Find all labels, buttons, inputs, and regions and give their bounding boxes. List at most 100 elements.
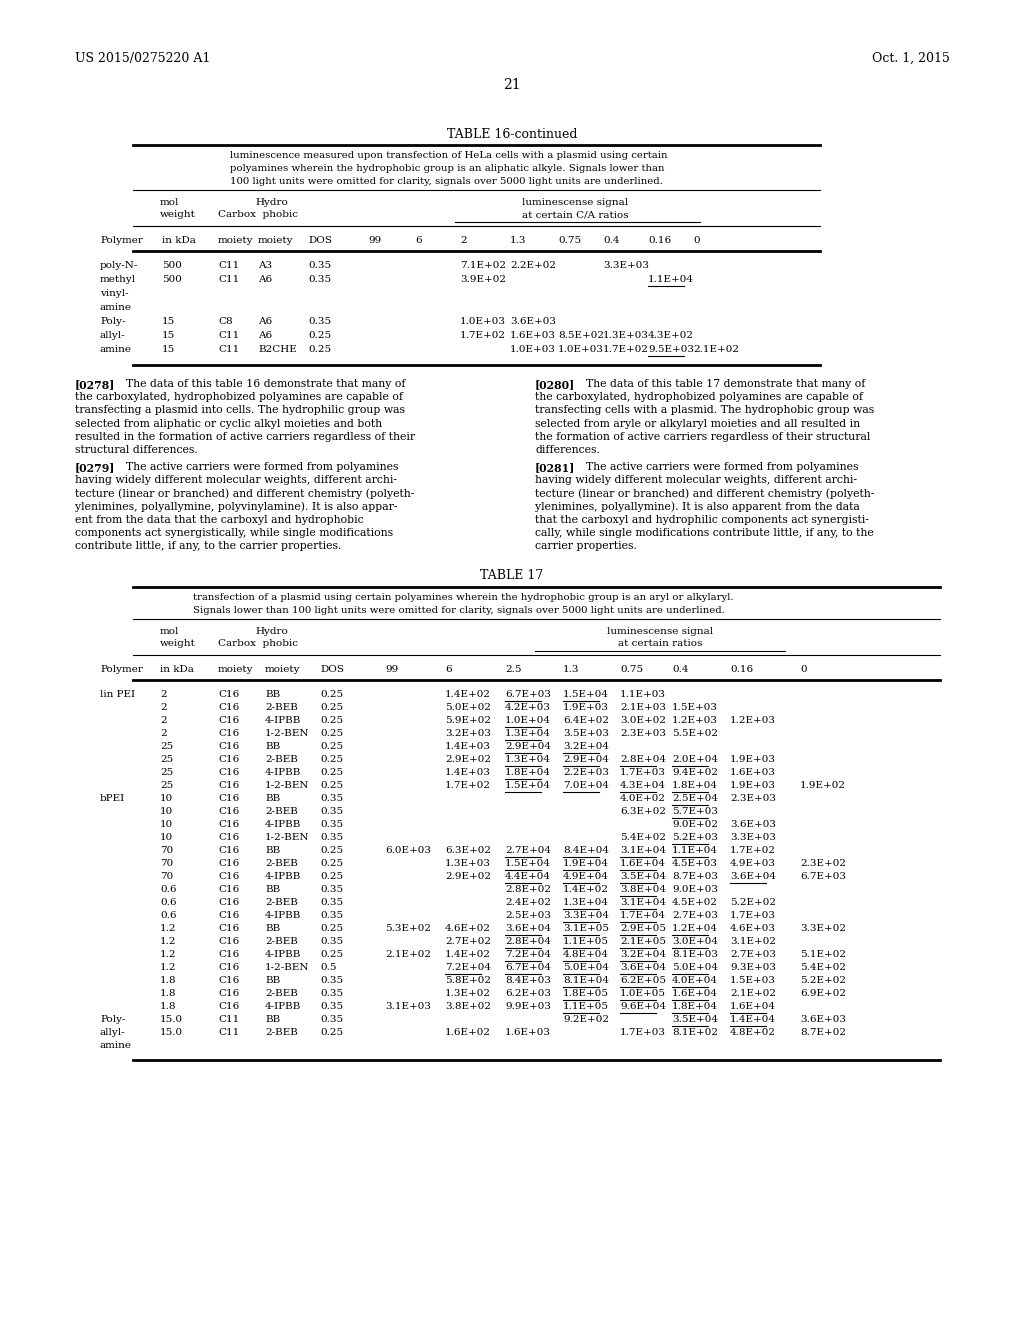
Text: 15: 15 [162, 317, 175, 326]
Text: 1.2: 1.2 [160, 937, 176, 945]
Text: 8.1E+03: 8.1E+03 [672, 949, 718, 958]
Text: having widely different molecular weights, different archi-: having widely different molecular weight… [75, 475, 397, 486]
Text: 0.16: 0.16 [648, 236, 671, 246]
Text: 1.1E+03: 1.1E+03 [620, 689, 666, 698]
Text: components act synergistically, while single modifications: components act synergistically, while si… [75, 528, 393, 539]
Text: selected from aliphatic or cyclic alkyl moieties and both: selected from aliphatic or cyclic alkyl … [75, 418, 382, 429]
Text: BB: BB [265, 793, 281, 803]
Text: selected from aryle or alkylaryl moieties and all resulted in: selected from aryle or alkylaryl moietie… [535, 418, 860, 429]
Text: 2.0E+04: 2.0E+04 [672, 755, 718, 763]
Text: amine: amine [100, 1040, 132, 1049]
Text: DOS: DOS [308, 236, 332, 246]
Text: C11: C11 [218, 1027, 240, 1036]
Text: the carboxylated, hydrophobized polyamines are capable of: the carboxylated, hydrophobized polyamin… [75, 392, 403, 403]
Text: 100 light units were omitted for clarity, signals over 5000 light units are unde: 100 light units were omitted for clarity… [230, 177, 663, 186]
Text: 1.2: 1.2 [160, 962, 176, 972]
Text: 21: 21 [503, 78, 521, 92]
Text: 2.1E+02: 2.1E+02 [730, 989, 776, 998]
Text: 2-BEB: 2-BEB [265, 1027, 298, 1036]
Text: 2.4E+02: 2.4E+02 [505, 898, 551, 907]
Text: in kDa: in kDa [160, 664, 194, 673]
Text: BB: BB [265, 742, 281, 751]
Text: 5.8E+02: 5.8E+02 [445, 975, 490, 985]
Text: 9.5E+03: 9.5E+03 [648, 345, 694, 354]
Text: 1.7E+03: 1.7E+03 [620, 1027, 666, 1036]
Text: A6: A6 [258, 331, 272, 341]
Text: 1.5E+03: 1.5E+03 [730, 975, 776, 985]
Text: 4.0E+04: 4.0E+04 [672, 975, 718, 985]
Text: C16: C16 [218, 858, 240, 867]
Text: C16: C16 [218, 924, 240, 933]
Text: carrier properties.: carrier properties. [535, 541, 637, 552]
Text: 2.1E+02: 2.1E+02 [385, 949, 431, 958]
Text: 2-BEB: 2-BEB [265, 807, 298, 816]
Text: 15: 15 [162, 345, 175, 354]
Text: 4.5E+03: 4.5E+03 [672, 858, 718, 867]
Text: 1.6E+03: 1.6E+03 [505, 1027, 551, 1036]
Text: ylenimines, polyallymine). It is also apparent from the data: ylenimines, polyallymine). It is also ap… [535, 502, 860, 512]
Text: 3.2E+04: 3.2E+04 [620, 949, 666, 958]
Text: C16: C16 [218, 807, 240, 816]
Text: Hydro: Hydro [255, 198, 288, 207]
Text: 99: 99 [385, 664, 398, 673]
Text: luminescense signal: luminescense signal [522, 198, 628, 207]
Text: 1.3E+04: 1.3E+04 [505, 755, 551, 763]
Text: 0.25: 0.25 [319, 949, 343, 958]
Text: 6.3E+02: 6.3E+02 [620, 807, 666, 816]
Text: 2-BEB: 2-BEB [265, 937, 298, 945]
Text: 2.7E+03: 2.7E+03 [672, 911, 718, 920]
Text: 1-2-BEN: 1-2-BEN [265, 833, 309, 842]
Text: 3.6E+04: 3.6E+04 [730, 871, 776, 880]
Text: 1.8: 1.8 [160, 975, 176, 985]
Text: 1.9E+02: 1.9E+02 [800, 780, 846, 789]
Text: transfecting cells with a plasmid. The hydrophobic group was: transfecting cells with a plasmid. The h… [535, 405, 874, 416]
Text: 1.4E+02: 1.4E+02 [563, 884, 609, 894]
Text: 3.6E+04: 3.6E+04 [505, 924, 551, 933]
Text: 6.2E+03: 6.2E+03 [505, 989, 551, 998]
Text: 0.25: 0.25 [308, 345, 331, 354]
Text: 0.35: 0.35 [319, 898, 343, 907]
Text: 10: 10 [160, 833, 173, 842]
Text: 4.3E+04: 4.3E+04 [620, 780, 666, 789]
Text: C11: C11 [218, 1015, 240, 1023]
Text: cally, while single modifications contribute little, if any, to the: cally, while single modifications contri… [535, 528, 873, 539]
Text: C16: C16 [218, 768, 240, 776]
Text: The active carriers were formed from polyamines: The active carriers were formed from pol… [575, 462, 858, 473]
Text: 70: 70 [160, 871, 173, 880]
Text: 5.0E+04: 5.0E+04 [672, 962, 718, 972]
Text: 0.25: 0.25 [319, 715, 343, 725]
Text: Polymer: Polymer [100, 664, 143, 673]
Text: 500: 500 [162, 275, 182, 284]
Text: 8.7E+03: 8.7E+03 [672, 871, 718, 880]
Text: allyl-: allyl- [100, 331, 126, 341]
Text: 1.7E+02: 1.7E+02 [460, 331, 506, 341]
Text: Signals lower than 100 light units were omitted for clarity, signals over 5000 l: Signals lower than 100 light units were … [193, 606, 725, 615]
Text: [0281]: [0281] [535, 462, 575, 473]
Text: 2.8E+02: 2.8E+02 [505, 884, 551, 894]
Text: 4.8E+04: 4.8E+04 [563, 949, 609, 958]
Text: 7.0E+04: 7.0E+04 [563, 780, 609, 789]
Text: C16: C16 [218, 989, 240, 998]
Text: 1.4E+03: 1.4E+03 [445, 742, 490, 751]
Text: 1.7E+02: 1.7E+02 [730, 846, 776, 854]
Text: A3: A3 [258, 261, 272, 271]
Text: 1.2E+03: 1.2E+03 [730, 715, 776, 725]
Text: 1.6E+04: 1.6E+04 [730, 1002, 776, 1011]
Text: C16: C16 [218, 975, 240, 985]
Text: 1.3E+04: 1.3E+04 [505, 729, 551, 738]
Text: C16: C16 [218, 729, 240, 738]
Text: ylenimines, polyallymine, polyvinylamine). It is also appar-: ylenimines, polyallymine, polyvinylamine… [75, 502, 397, 512]
Text: 0.25: 0.25 [308, 331, 331, 341]
Text: amine: amine [100, 304, 132, 312]
Text: 3.8E+02: 3.8E+02 [445, 1002, 490, 1011]
Text: C16: C16 [218, 780, 240, 789]
Text: 3.6E+03: 3.6E+03 [730, 820, 776, 829]
Text: structural differences.: structural differences. [75, 445, 198, 455]
Text: 0.35: 0.35 [319, 807, 343, 816]
Text: 1.7E+02: 1.7E+02 [445, 780, 490, 789]
Text: 2.9E+04: 2.9E+04 [505, 742, 551, 751]
Text: 2.2E+02: 2.2E+02 [510, 261, 556, 271]
Text: 9.0E+03: 9.0E+03 [672, 884, 718, 894]
Text: C16: C16 [218, 846, 240, 854]
Text: bPEI: bPEI [100, 793, 125, 803]
